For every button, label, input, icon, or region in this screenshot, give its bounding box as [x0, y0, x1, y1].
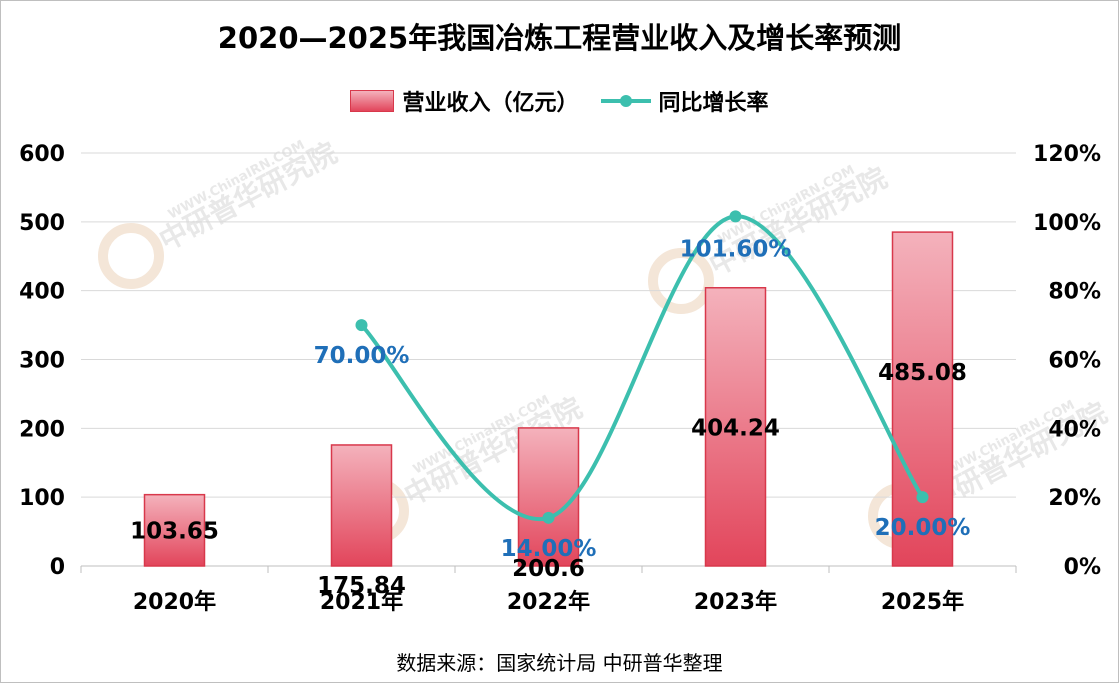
legend-label-growth: 同比增长率 [658, 91, 769, 116]
watermark-logo-icon [648, 248, 714, 314]
chart-title: 2020—2025年我国冶炼工程营业收入及增长率预测 [217, 21, 902, 55]
y-left-tick-label: 600 [19, 142, 65, 167]
growth-rate-data-label: 70.00% [314, 343, 410, 369]
y-right-tick-label: 20% [1048, 486, 1101, 511]
growth-rate-point [729, 210, 742, 223]
revenue-bar [891, 231, 954, 567]
x-tick-label: 2021年 [320, 589, 403, 615]
growth-rate-data-label: 101.60% [680, 236, 792, 262]
legend-bar-swatch [350, 90, 395, 112]
y-right-tick-label: 40% [1048, 417, 1101, 442]
y-right-tick-label: 100% [1033, 211, 1101, 236]
growth-rate-point [355, 319, 368, 332]
revenue-data-label: 175.84 [317, 573, 406, 599]
revenue-bar [704, 286, 767, 567]
revenue-data-label: 485.08 [878, 360, 967, 386]
revenue-bar [330, 444, 393, 567]
y-left-tick-label: 500 [19, 211, 65, 236]
legend: 营业收入（亿元） 同比增长率 [1, 85, 1118, 117]
revenue-bar [143, 493, 206, 567]
growth-rate-line [360, 214, 925, 522]
revenue-data-label: 103.65 [130, 519, 219, 545]
y-left-tick-label: 200 [19, 417, 65, 442]
revenue-data-label: 200.6 [512, 556, 585, 582]
y-left-tick-label: 0 [50, 555, 65, 580]
y-right-tick-label: 0% [1064, 555, 1101, 580]
y-right-tick-label: 60% [1048, 349, 1101, 374]
x-tick-label: 2025年 [881, 589, 964, 615]
legend-item-revenue: 营业收入（亿元） [350, 85, 579, 117]
growth-rate-data-label: 14.00% [501, 536, 597, 562]
legend-label-revenue: 营业收入（亿元） [402, 91, 579, 116]
legend-line-swatch [600, 95, 651, 107]
watermark-logo-icon [98, 223, 164, 289]
y-right-tick-label: 80% [1048, 280, 1101, 305]
legend-item-growth: 同比增长率 [600, 85, 769, 117]
x-tick-label: 2020年 [133, 589, 216, 615]
y-left-tick-label: 400 [19, 280, 65, 305]
growth-rate-point [542, 511, 555, 524]
source-note: 数据来源：国家统计局 中研普华整理 [396, 651, 723, 675]
revenue-data-label: 404.24 [691, 416, 780, 442]
growth-rate-data-label: 20.00% [875, 515, 971, 541]
growth-rate-point [916, 491, 929, 504]
watermark-text: 中研普华研究院 [154, 136, 343, 257]
y-right-tick-label: 120% [1033, 142, 1101, 167]
x-tick-label: 2022年 [507, 589, 590, 615]
x-tick-label: 2023年 [694, 589, 777, 615]
y-left-tick-label: 300 [19, 349, 65, 374]
revenue-bar [517, 427, 580, 567]
y-left-tick-label: 100 [19, 486, 65, 511]
